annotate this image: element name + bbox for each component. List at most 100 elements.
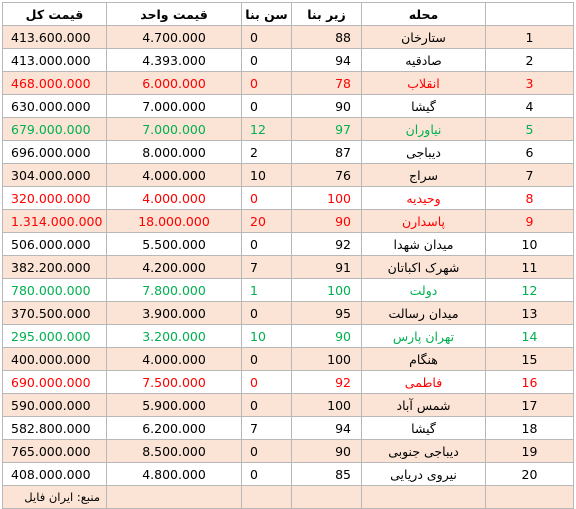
cell-total-price[interactable]: 582.800.000 [2,416,107,440]
cell-neighborhood[interactable]: گیشا [361,416,486,440]
cell-neighborhood[interactable]: دیباجی جنوبی [361,439,486,463]
cell-age[interactable]: 0 [241,25,292,49]
cell-age[interactable]: 0 [241,370,292,394]
footer-empty-cell[interactable] [485,485,574,509]
source-note[interactable]: منبع: ایران فایل [2,485,107,509]
footer-empty-cell[interactable] [291,485,362,509]
cell-unit-price[interactable]: 3.200.000 [106,324,242,348]
cell-total-price[interactable]: 320.000.000 [2,186,107,210]
cell-unit-price[interactable]: 7.000.000 [106,94,242,118]
cell-unit-price[interactable]: 6.200.000 [106,416,242,440]
cell-age[interactable]: 10 [241,163,292,187]
cell-index[interactable]: 5 [485,117,574,141]
cell-unit-price[interactable]: 4.393.000 [106,48,242,72]
cell-index[interactable]: 12 [485,278,574,302]
cell-area[interactable]: 78 [291,71,362,95]
cell-area[interactable]: 88 [291,25,362,49]
header-age[interactable]: سن بنا [241,2,292,26]
header-index[interactable] [485,2,574,26]
cell-area[interactable]: 92 [291,232,362,256]
cell-area[interactable]: 76 [291,163,362,187]
footer-empty-cell[interactable] [241,485,292,509]
footer-empty-cell[interactable] [106,485,242,509]
cell-area[interactable]: 94 [291,48,362,72]
cell-age[interactable]: 0 [241,71,292,95]
cell-index[interactable]: 4 [485,94,574,118]
cell-unit-price[interactable]: 4.000.000 [106,347,242,371]
cell-unit-price[interactable]: 5.900.000 [106,393,242,417]
cell-index[interactable]: 8 [485,186,574,210]
cell-total-price[interactable]: 468.000.000 [2,71,107,95]
cell-area[interactable]: 100 [291,347,362,371]
cell-total-price[interactable]: 690.000.000 [2,370,107,394]
cell-age[interactable]: 2 [241,140,292,164]
cell-index[interactable]: 9 [485,209,574,233]
cell-neighborhood[interactable]: ستارخان [361,25,486,49]
cell-index[interactable]: 17 [485,393,574,417]
cell-neighborhood[interactable]: دولت [361,278,486,302]
cell-age[interactable]: 0 [241,301,292,325]
cell-area[interactable]: 90 [291,324,362,348]
cell-unit-price[interactable]: 4.000.000 [106,186,242,210]
cell-neighborhood[interactable]: صادقیه [361,48,486,72]
cell-neighborhood[interactable]: میدان رسالت [361,301,486,325]
cell-neighborhood[interactable]: تهران پارس [361,324,486,348]
cell-age[interactable]: 1 [241,278,292,302]
cell-neighborhood[interactable]: فاطمی [361,370,486,394]
cell-area[interactable]: 85 [291,462,362,486]
cell-neighborhood[interactable]: سراج [361,163,486,187]
cell-index[interactable]: 7 [485,163,574,187]
cell-index[interactable]: 6 [485,140,574,164]
cell-neighborhood[interactable]: نیروی دریایی [361,462,486,486]
cell-unit-price[interactable]: 3.900.000 [106,301,242,325]
cell-unit-price[interactable]: 7.500.000 [106,370,242,394]
cell-age[interactable]: 7 [241,416,292,440]
cell-area[interactable]: 100 [291,278,362,302]
header-unit-price[interactable]: قیمت واحد [106,2,242,26]
cell-index[interactable]: 3 [485,71,574,95]
cell-total-price[interactable]: 408.000.000 [2,462,107,486]
cell-neighborhood[interactable]: شمس آباد [361,393,486,417]
cell-unit-price[interactable]: 7.800.000 [106,278,242,302]
cell-index[interactable]: 10 [485,232,574,256]
cell-area[interactable]: 97 [291,117,362,141]
cell-area[interactable]: 90 [291,94,362,118]
cell-age[interactable]: 20 [241,209,292,233]
cell-total-price[interactable]: 413.600.000 [2,25,107,49]
cell-neighborhood[interactable]: شهرک اکباتان [361,255,486,279]
cell-area[interactable]: 90 [291,439,362,463]
cell-total-price[interactable]: 780.000.000 [2,278,107,302]
cell-neighborhood[interactable]: هنگام [361,347,486,371]
cell-index[interactable]: 15 [485,347,574,371]
cell-unit-price[interactable]: 7.000.000 [106,117,242,141]
cell-area[interactable]: 94 [291,416,362,440]
cell-total-price[interactable]: 382.200.000 [2,255,107,279]
cell-age[interactable]: 0 [241,48,292,72]
header-area[interactable]: زیر بنا [291,2,362,26]
cell-age[interactable]: 7 [241,255,292,279]
cell-index[interactable]: 11 [485,255,574,279]
cell-neighborhood[interactable]: گیشا [361,94,486,118]
cell-unit-price[interactable]: 6.000.000 [106,71,242,95]
cell-total-price[interactable]: 295.000.000 [2,324,107,348]
header-total-price[interactable]: قیمت کل [2,2,107,26]
cell-area[interactable]: 87 [291,140,362,164]
cell-index[interactable]: 1 [485,25,574,49]
cell-index[interactable]: 14 [485,324,574,348]
cell-neighborhood[interactable]: وحیدیه [361,186,486,210]
cell-index[interactable]: 16 [485,370,574,394]
cell-area[interactable]: 91 [291,255,362,279]
cell-area[interactable]: 100 [291,393,362,417]
cell-neighborhood[interactable]: دیباجی [361,140,486,164]
footer-empty-cell[interactable] [361,485,486,509]
cell-unit-price[interactable]: 4.700.000 [106,25,242,49]
cell-total-price[interactable]: 304.000.000 [2,163,107,187]
cell-neighborhood[interactable]: نیاوران [361,117,486,141]
cell-total-price[interactable]: 765.000.000 [2,439,107,463]
cell-age[interactable]: 0 [241,347,292,371]
cell-total-price[interactable]: 1.314.000.000 [2,209,107,233]
cell-total-price[interactable]: 696.000.000 [2,140,107,164]
cell-unit-price[interactable]: 8.000.000 [106,140,242,164]
cell-total-price[interactable]: 400.000.000 [2,347,107,371]
cell-index[interactable]: 18 [485,416,574,440]
